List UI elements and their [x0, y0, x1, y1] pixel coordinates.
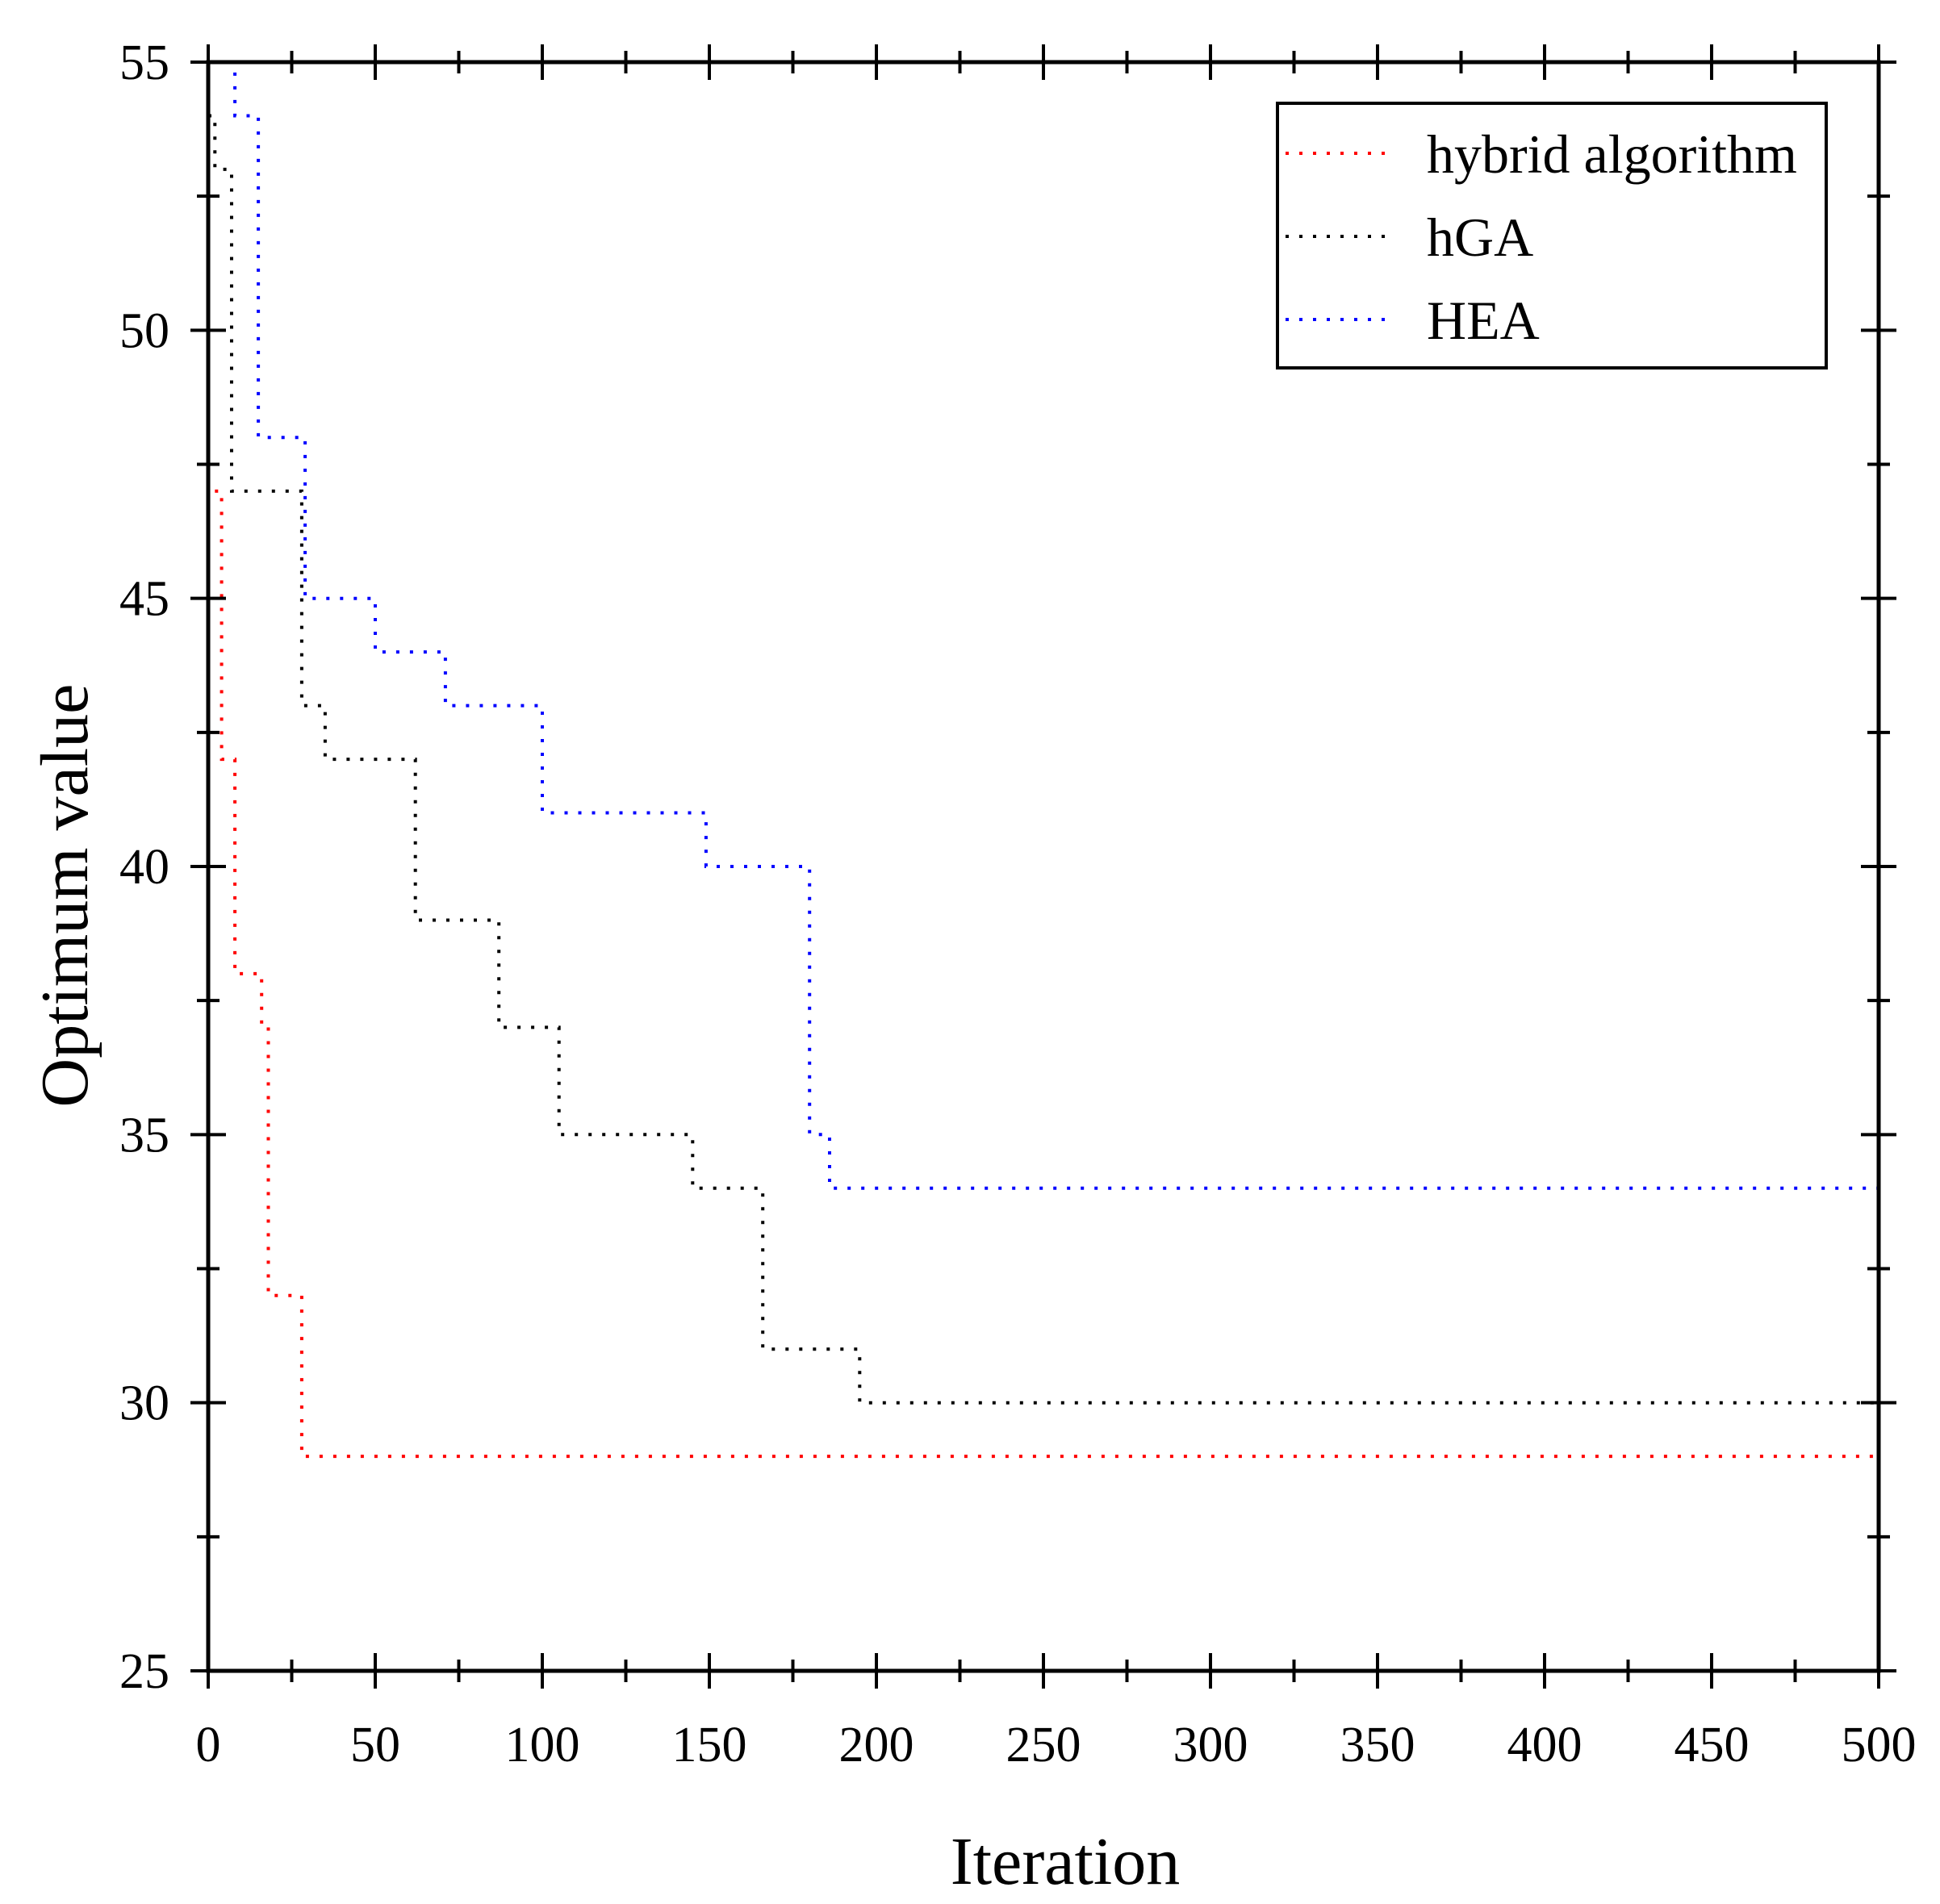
y-axis-title: Optimum value	[27, 684, 102, 1108]
x-tick-label: 50	[350, 1718, 400, 1772]
legend-label-hea: HEA	[1427, 290, 1540, 351]
plot-frame	[206, 60, 1881, 1673]
y-tick-label: 35	[119, 1108, 169, 1163]
x-tick-labels: 0 50 100 150 200 250 300 350 400 450 500	[196, 1718, 1917, 1772]
x-tick-label: 400	[1507, 1718, 1583, 1772]
x-tick-label: 500	[1842, 1718, 1917, 1772]
x-axis-title: Iteration	[951, 1824, 1181, 1899]
y-tick-labels: 25 30 35 40 45 50 55	[119, 35, 169, 1699]
x-tick-label: 350	[1340, 1718, 1415, 1772]
y-tick-label: 25	[119, 1644, 169, 1699]
x-tick-label: 450	[1675, 1718, 1750, 1772]
x-tick-label: 100	[505, 1718, 580, 1772]
y-tick-label: 55	[119, 35, 169, 90]
x-tick-label: 0	[196, 1718, 221, 1772]
y-tick-label: 40	[119, 840, 169, 895]
x-tick-label: 200	[839, 1718, 914, 1772]
series-line-hea	[232, 61, 1879, 1190]
legend: hybrid algorithm hGA HEA	[1276, 102, 1828, 370]
x-tick-label: 150	[672, 1718, 747, 1772]
series-layer	[208, 61, 1879, 1459]
y-tick-label: 30	[119, 1376, 169, 1431]
legend-label-hga: hGA	[1427, 207, 1533, 268]
x-tick-label: 300	[1173, 1718, 1248, 1772]
legend-entries: hybrid algorithm hGA HEA	[1286, 123, 1797, 351]
y-tick-label: 50	[119, 303, 169, 358]
legend-label-hybrid-algorithm: hybrid algorithm	[1427, 123, 1797, 185]
x-tick-label: 250	[1006, 1718, 1081, 1772]
y-tick-label: 45	[119, 572, 169, 627]
